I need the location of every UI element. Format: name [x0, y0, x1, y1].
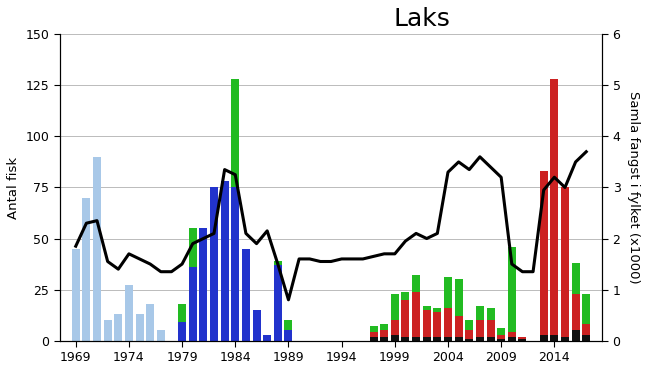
Bar — [412, 336, 420, 341]
Y-axis label: Antal fisk: Antal fisk — [7, 157, 20, 219]
Bar — [518, 339, 527, 341]
Bar — [561, 336, 569, 341]
Bar — [263, 335, 271, 341]
Bar — [422, 336, 431, 341]
Bar — [93, 157, 101, 341]
Bar — [285, 320, 292, 331]
Bar — [178, 322, 186, 341]
Bar — [476, 320, 484, 336]
Bar — [465, 331, 473, 339]
Bar — [189, 267, 197, 341]
Bar — [476, 336, 484, 341]
Y-axis label: Samla fangst i fylket (x1000): Samla fangst i fylket (x1000) — [627, 91, 640, 284]
Bar — [540, 171, 548, 335]
Bar — [369, 336, 377, 341]
Bar — [518, 336, 527, 339]
Bar — [82, 198, 91, 341]
Bar — [380, 324, 388, 331]
Bar — [401, 292, 410, 300]
Bar — [433, 336, 441, 341]
Bar — [487, 336, 494, 341]
Bar — [401, 300, 410, 336]
Bar — [551, 335, 558, 341]
Text: Laks: Laks — [393, 7, 450, 31]
Bar — [125, 286, 133, 341]
Bar — [189, 228, 197, 267]
Bar — [412, 292, 420, 336]
Bar — [455, 336, 463, 341]
Bar — [252, 310, 261, 341]
Bar — [104, 320, 112, 341]
Bar — [455, 279, 463, 316]
Bar — [582, 335, 590, 341]
Bar — [551, 79, 558, 335]
Bar — [146, 304, 154, 341]
Bar — [178, 304, 186, 322]
Bar — [487, 308, 494, 320]
Bar — [487, 320, 494, 336]
Bar — [369, 326, 377, 332]
Bar — [497, 335, 505, 339]
Bar — [157, 331, 165, 341]
Bar — [582, 294, 590, 324]
Bar — [508, 247, 516, 332]
Bar — [231, 79, 239, 187]
Bar — [391, 335, 399, 341]
Bar — [571, 263, 580, 294]
Bar — [476, 306, 484, 320]
Bar — [508, 332, 516, 336]
Bar — [231, 187, 239, 341]
Bar — [221, 181, 228, 341]
Bar — [444, 278, 452, 308]
Bar — [274, 261, 282, 265]
Bar — [210, 187, 218, 341]
Bar — [242, 249, 250, 341]
Bar — [465, 320, 473, 331]
Bar — [455, 316, 463, 336]
Bar — [274, 265, 282, 341]
Bar — [540, 335, 548, 341]
Bar — [444, 308, 452, 336]
Bar — [571, 331, 580, 341]
Bar — [561, 187, 569, 336]
Bar — [412, 275, 420, 292]
Bar — [391, 294, 399, 320]
Bar — [380, 331, 388, 336]
Bar — [199, 228, 207, 341]
Bar — [369, 332, 377, 336]
Bar — [497, 328, 505, 335]
Bar — [444, 336, 452, 341]
Bar — [508, 336, 516, 341]
Bar — [380, 336, 388, 341]
Bar — [433, 308, 441, 312]
Bar — [422, 306, 431, 310]
Bar — [422, 310, 431, 336]
Bar — [433, 312, 441, 336]
Bar — [391, 320, 399, 335]
Bar — [72, 249, 80, 341]
Bar — [285, 331, 292, 341]
Bar — [465, 339, 473, 341]
Bar — [401, 336, 410, 341]
Bar — [571, 294, 580, 331]
Bar — [582, 324, 590, 335]
Bar — [497, 339, 505, 341]
Bar — [136, 314, 144, 341]
Bar — [115, 314, 122, 341]
